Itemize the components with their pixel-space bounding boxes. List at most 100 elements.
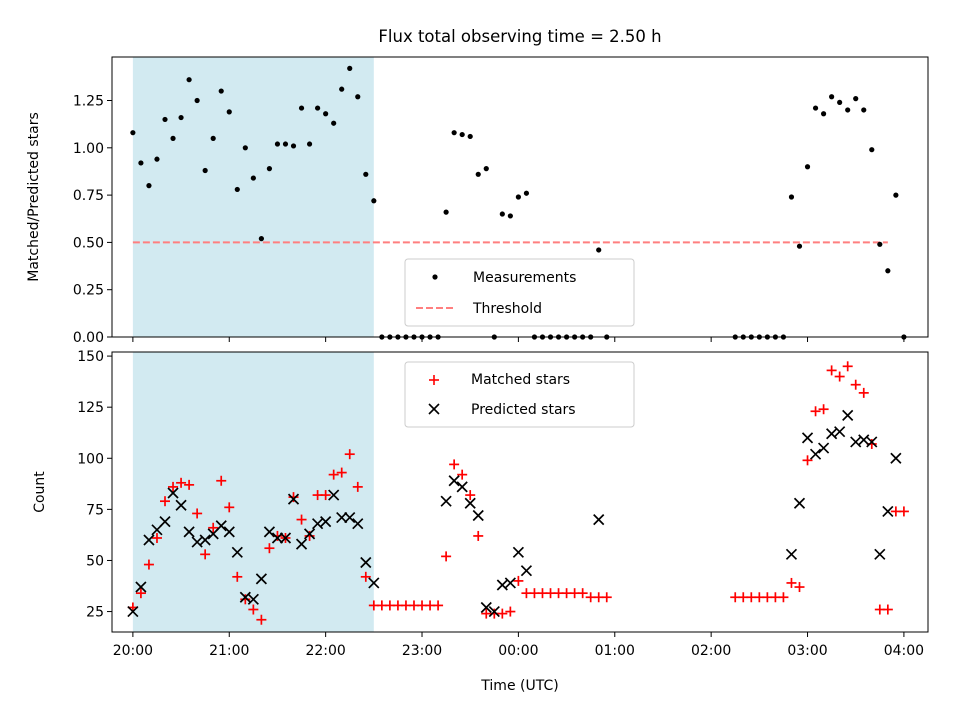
measurement-point — [210, 135, 216, 141]
matched-point — [344, 449, 355, 460]
predicted-point — [801, 432, 814, 444]
predicted-point — [480, 601, 492, 614]
measurement-point — [274, 141, 281, 147]
measurement-point — [154, 156, 160, 162]
matched-point — [433, 600, 444, 611]
matched-point — [352, 481, 363, 492]
measurement-point — [780, 334, 787, 340]
measurement-point — [443, 209, 449, 215]
measurement-point — [869, 147, 875, 153]
matched-point — [441, 551, 452, 562]
predicted-point — [488, 605, 500, 618]
predicted-point — [175, 499, 187, 511]
bottom-y-tick-label: 75 — [86, 502, 104, 518]
legend-measurements-marker — [432, 274, 438, 280]
matched-point — [473, 530, 484, 541]
top-plot-marks — [130, 65, 907, 340]
measurement-point — [218, 88, 224, 94]
measurement-point — [395, 334, 401, 340]
matched-point — [802, 455, 813, 466]
measurement-point — [764, 334, 770, 340]
matched-point — [288, 492, 299, 503]
bottom-x-tick-label: 02:00 — [691, 643, 731, 659]
predicted-point — [263, 526, 276, 538]
predicted-point — [593, 513, 605, 526]
measurement-point — [363, 171, 369, 177]
measurement-point — [403, 334, 409, 340]
bottom-x-tick-label: 21:00 — [209, 643, 249, 659]
matched-point — [360, 571, 371, 582]
measurement-point — [772, 334, 779, 340]
measurement-point — [242, 145, 248, 151]
measurement-point — [483, 166, 489, 172]
legend-predicted-marker — [428, 403, 440, 415]
predicted-point — [834, 426, 846, 438]
matched-point — [192, 508, 203, 519]
predicted-point — [328, 489, 340, 501]
measurement-point — [563, 334, 570, 340]
bottom-y-tick-label: 100 — [77, 451, 104, 467]
bottom-legend: Matched stars Predicted stars — [404, 361, 635, 428]
matched-point — [882, 604, 893, 615]
predicted-point — [183, 526, 195, 538]
matched-point — [898, 506, 909, 517]
measurement-point — [186, 77, 192, 83]
predicted-point — [312, 518, 324, 530]
matched-point — [601, 592, 612, 603]
predicted-point — [287, 493, 300, 505]
predicted-point — [842, 409, 854, 421]
matched-point — [497, 608, 508, 619]
top-y-tick-label: 0.00 — [73, 330, 104, 346]
matched-point — [176, 477, 187, 488]
observing-window-top — [132, 57, 374, 337]
top-axes: 0.00 0.25 0.50 0.75 1.00 1.25 — [73, 56, 929, 346]
measurement-point — [491, 334, 497, 340]
top-axes-frame — [111, 56, 929, 338]
predicted-point — [456, 481, 468, 493]
predicted-point — [159, 516, 171, 528]
predicted-point — [271, 532, 284, 544]
predicted-point — [866, 436, 878, 448]
predicted-point — [793, 497, 806, 509]
measurement-point — [812, 105, 819, 111]
measurement-point — [588, 334, 594, 340]
measurement-point — [258, 236, 264, 242]
matched-point — [184, 479, 195, 490]
predicted-point — [448, 475, 460, 487]
bottom-y-tick-label: 150 — [77, 349, 104, 365]
matched-point — [577, 588, 588, 599]
measurement-point — [596, 247, 602, 253]
measurement-point — [435, 334, 441, 340]
measurement-point — [580, 334, 586, 340]
measurement-point — [572, 334, 578, 340]
predicted-point — [135, 581, 147, 593]
measurement-point — [837, 99, 843, 106]
predicted-point — [215, 520, 227, 532]
measurement-point — [901, 334, 907, 340]
predicted-point — [368, 577, 380, 589]
measurement-point — [845, 107, 851, 113]
bottom-y-tick-label: 50 — [86, 553, 104, 569]
matched-point — [208, 522, 219, 533]
matched-point — [778, 592, 789, 603]
legend-matched-marker — [429, 375, 439, 385]
legend-measurements-label: Measurements — [473, 270, 576, 286]
predicted-point — [191, 536, 203, 548]
matched-point — [850, 379, 861, 390]
measurement-point — [788, 194, 795, 200]
predicted-point — [143, 534, 155, 546]
predicted-point — [223, 526, 235, 538]
matched-point — [256, 614, 267, 625]
bottom-x-tick-label: 20:00 — [113, 643, 153, 659]
matched-point — [336, 467, 347, 478]
bottom-x-tick-label: 23:00 — [402, 643, 442, 659]
matched-point — [143, 559, 154, 570]
predicted-point — [850, 436, 862, 448]
top-y-axis-label: Matched/Predicted stars — [26, 112, 42, 282]
predicted-point — [440, 495, 452, 507]
measurement-point — [298, 105, 305, 111]
predicted-point — [504, 577, 516, 589]
matched-point — [810, 406, 821, 417]
predicted-point — [320, 516, 332, 528]
